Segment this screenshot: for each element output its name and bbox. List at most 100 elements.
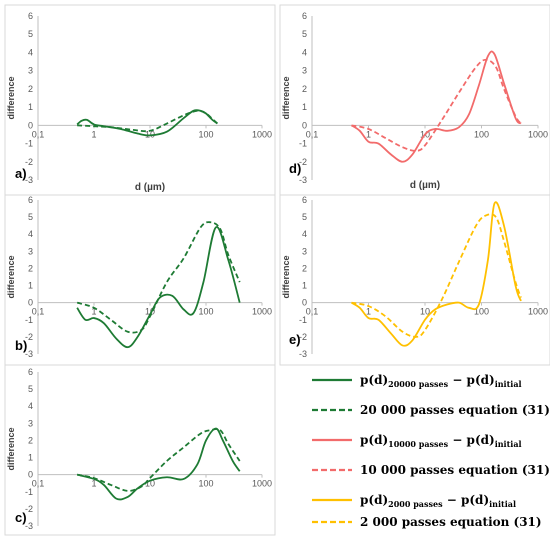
y-tick-label: 0	[28, 298, 33, 308]
formula-mid: − p(d)	[443, 493, 490, 507]
formula-sub: initial	[495, 379, 522, 389]
y-tick-label: 3	[302, 246, 307, 256]
y-tick-label: 6	[302, 11, 307, 21]
chart-panel-a: -3 -2 -1 0 1 2 3 4 5 6 0,1 1 10 100 1000 difference d (µ…	[4, 4, 276, 196]
y-tick-label: 2	[28, 84, 33, 94]
y-tick-label: 5	[28, 29, 33, 39]
y-tick-label: 5	[302, 212, 307, 222]
y-tick-label: 2	[302, 263, 307, 273]
x-tick-label: 1000	[528, 307, 548, 317]
y-axis-label: difference	[6, 76, 16, 119]
y-axis-label: difference	[6, 427, 16, 470]
legend-item: p(d)20000 passes − p(d)initial	[312, 373, 522, 389]
x-tick-label: 1	[91, 307, 96, 317]
y-tick-label: 4	[302, 229, 307, 239]
y-tick-label: 6	[28, 367, 33, 377]
y-tick-label: -1	[25, 315, 33, 325]
y-tick-label: 0	[302, 298, 307, 308]
y-tick-label: 3	[28, 66, 33, 76]
y-tick-label: -1	[299, 139, 307, 149]
panel-frame	[279, 194, 550, 366]
y-tick-label: 0	[302, 120, 307, 130]
x-tick-label: 0,1	[32, 129, 45, 139]
series-line-dashed	[76, 428, 241, 492]
y-tick-label: 3	[28, 246, 33, 256]
legend-item: 20 000 passes equation (31)	[312, 403, 550, 417]
x-axis-label: d (µm)	[135, 182, 165, 193]
x-tick-label: 1	[366, 129, 371, 139]
legend-item: 2 000 passes equation (31)	[312, 515, 542, 529]
panel-label: b)	[15, 338, 27, 353]
legend-label: 10 000 passes equation (31)	[360, 463, 550, 477]
formula-sub: 20000 passes	[388, 379, 448, 389]
y-tick-label: 6	[28, 11, 33, 21]
y-tick-label: 4	[28, 401, 33, 411]
x-tick-label: 100	[474, 129, 489, 139]
y-tick-label: -2	[25, 332, 33, 342]
x-tick-label: 0,1	[32, 307, 45, 317]
formula-mid: − p(d)	[448, 433, 495, 447]
panel-label: e)	[289, 332, 301, 347]
y-tick-label: -1	[299, 315, 307, 325]
y-axis-label: difference	[281, 255, 291, 298]
series-line-solid	[76, 226, 241, 349]
y-tick-label: -1	[25, 139, 33, 149]
x-tick-label: 0,1	[32, 479, 45, 489]
panel-label: a)	[15, 166, 27, 181]
series-line-dashed	[351, 58, 522, 152]
x-tick-label: 1000	[252, 129, 272, 139]
panel-frame	[4, 364, 276, 536]
series-line-dashed	[351, 213, 522, 338]
formula-main: p(d)	[360, 373, 388, 387]
x-tick-label: 10	[145, 479, 155, 489]
series-line-solid	[351, 201, 522, 347]
x-tick-label: 1000	[252, 307, 272, 317]
x-tick-label: 1	[91, 479, 96, 489]
formula-main: p(d)	[360, 493, 388, 507]
legend-label: 2 000 passes equation (31)	[360, 515, 542, 529]
panel-label: d)	[289, 161, 301, 176]
y-tick-label: 1	[302, 281, 307, 291]
y-axis-label: difference	[6, 255, 16, 298]
x-tick-label: 1	[91, 129, 96, 139]
y-tick-label: 3	[28, 418, 33, 428]
panel-label: c)	[15, 510, 27, 525]
y-tick-label: 2	[302, 84, 307, 94]
x-axis-label: d (µm)	[410, 180, 440, 191]
y-tick-label: 4	[28, 47, 33, 57]
y-tick-label: 4	[28, 229, 33, 239]
formula-sub: initial	[495, 439, 522, 449]
y-tick-label: 1	[28, 102, 33, 112]
legend-formula: p(d)20000 passes − p(d)initial	[360, 373, 522, 389]
y-tick-label: -1	[25, 487, 33, 497]
y-tick-label: -3	[25, 175, 33, 185]
y-tick-label: -2	[25, 157, 33, 167]
y-tick-label: 5	[28, 212, 33, 222]
y-tick-label: 4	[302, 47, 307, 57]
formula-sub: 10000 passes	[388, 439, 448, 449]
y-tick-label: -3	[299, 175, 307, 185]
y-tick-label: 0	[28, 120, 33, 130]
y-tick-label: 1	[28, 453, 33, 463]
formula-main: p(d)	[360, 433, 388, 447]
chart-panel-e: -3 -2 -1 0 1 2 3 4 5 6 0,1 1 10 100 1000 difference e)	[279, 194, 550, 366]
x-tick-label: 100	[198, 479, 213, 489]
legend-formula: p(d)10000 passes − p(d)initial	[360, 433, 522, 449]
panel-frame	[4, 4, 276, 196]
chart-panel-b: -3 -2 -1 0 1 2 3 4 5 6 0,1 1 10 100 1000 difference b)	[4, 194, 276, 366]
y-tick-label: -3	[299, 349, 307, 359]
y-axis-label: difference	[281, 76, 291, 119]
series-line-solid	[350, 50, 522, 163]
x-tick-label: 10	[420, 307, 430, 317]
y-tick-label: 3	[302, 66, 307, 76]
x-tick-label: 1000	[528, 129, 548, 139]
chart-panel-c: -3 -2 -1 0 1 2 3 4 5 6 0,1 1 10 100 1000 difference c)	[4, 364, 276, 536]
legend-item: 10 000 passes equation (31)	[312, 463, 550, 477]
y-tick-label: 2	[28, 435, 33, 445]
y-tick-label: -2	[25, 504, 33, 514]
formula-mid: − p(d)	[448, 373, 495, 387]
x-tick-label: 1	[366, 307, 371, 317]
y-tick-label: -2	[299, 332, 307, 342]
x-tick-label: 10	[145, 129, 155, 139]
